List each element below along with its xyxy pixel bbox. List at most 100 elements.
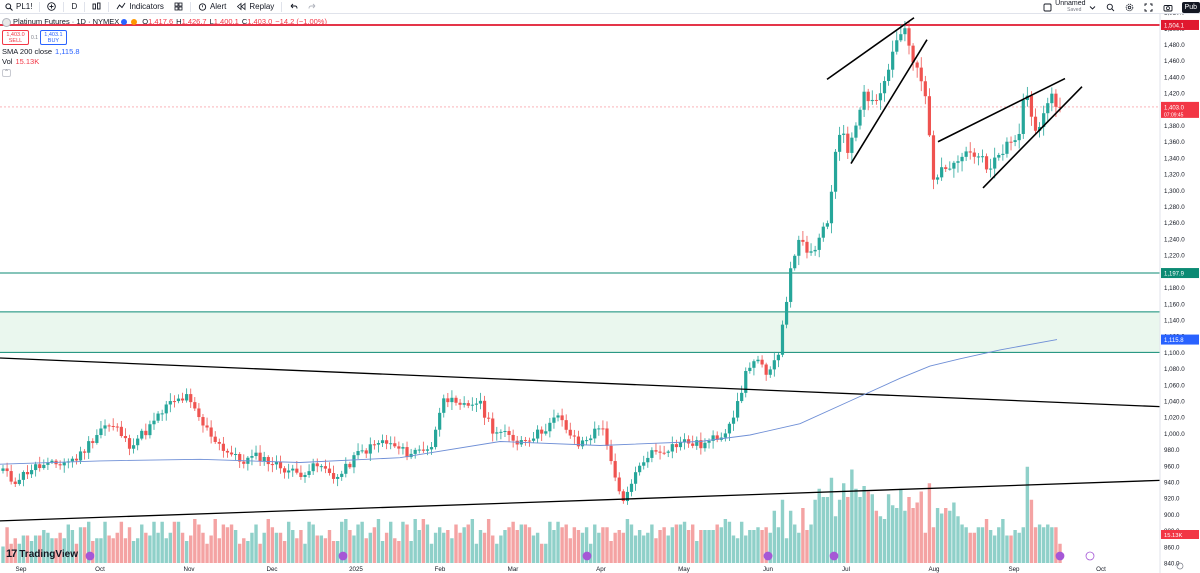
x-tick-label: Apr (596, 566, 606, 573)
candle (780, 324, 785, 355)
volume-bar (556, 521, 560, 563)
candle (711, 435, 715, 441)
event-marker-icon[interactable] (1055, 551, 1065, 561)
candle (642, 462, 646, 466)
volume-bar (295, 538, 299, 563)
fullscreen-button[interactable] (1139, 0, 1158, 14)
interval-button[interactable]: D (71, 2, 78, 11)
buy-button[interactable]: 1,403.1 BUY (39, 30, 67, 45)
candle (964, 151, 968, 157)
candle (164, 404, 168, 414)
x-tick-label: Mar (508, 566, 519, 573)
event-marker-icon[interactable] (85, 551, 95, 561)
candle (274, 461, 279, 465)
undo-button[interactable] (284, 0, 303, 14)
candle (919, 67, 923, 82)
volume-bar (801, 508, 805, 563)
volume-bar (568, 538, 572, 563)
settings-button[interactable] (1120, 0, 1139, 14)
candle (1001, 153, 1005, 155)
candle (944, 167, 948, 169)
redo-button[interactable] (303, 0, 322, 14)
volume-bar (642, 535, 646, 563)
toolbar-divider (63, 1, 65, 12)
volume-bar (486, 519, 491, 563)
candle (784, 301, 789, 325)
event-marker-icon[interactable] (763, 551, 773, 561)
candle (613, 461, 617, 478)
quick-search-button[interactable] (1101, 0, 1120, 14)
candle (29, 470, 34, 475)
candle (927, 96, 932, 136)
snapshot-button[interactable] (1158, 0, 1178, 14)
replay-button[interactable]: Replay (231, 0, 279, 14)
volume-bar (797, 532, 801, 563)
volume-badge-label: 15.13K (1164, 533, 1183, 539)
x-tick-label: Sep (15, 566, 27, 573)
volume-bar (397, 541, 401, 563)
layouts-button[interactable] (169, 0, 188, 14)
candle (62, 462, 66, 466)
publish-button[interactable]: Pub (1181, 1, 1200, 13)
candle (511, 434, 515, 441)
x-tick-label: Jun (763, 566, 774, 573)
event-marker-icon[interactable] (582, 551, 592, 561)
alert-button[interactable]: Alert (193, 0, 231, 14)
sell-button[interactable]: 1,403.0 SELL (2, 30, 29, 45)
volume-bar (829, 477, 834, 563)
toolbar-divider (39, 1, 41, 12)
layout-menu[interactable]: Unnamed Saved (1038, 0, 1100, 14)
candle (340, 473, 344, 477)
chart-title[interactable]: Platinum Futures · 1D · NYMEX (13, 17, 120, 26)
y-tick-label: 1,100.0 (1164, 350, 1185, 357)
candle (421, 449, 425, 451)
volume-bar (491, 535, 495, 563)
candle (633, 472, 638, 484)
candle (136, 438, 140, 446)
volume-bar (637, 530, 642, 563)
sma-legend[interactable]: SMA 200 close 1,115.8 (2, 47, 327, 57)
volume-bar (674, 524, 679, 563)
candle (74, 458, 79, 461)
candle (495, 432, 499, 434)
volume-bar (523, 524, 528, 563)
volume-bar (944, 508, 948, 563)
volume-bar (233, 530, 238, 563)
candle (1005, 141, 1009, 154)
candle (691, 443, 695, 446)
volume-bar (511, 521, 515, 563)
y-tick-label: 1,480.0 (1164, 42, 1185, 49)
volume-bar (613, 532, 617, 563)
volume-bar (425, 524, 430, 563)
layout-icon (1043, 3, 1052, 11)
y-tick-label: 1,300.0 (1164, 188, 1185, 195)
chart-type-button[interactable] (87, 0, 106, 14)
candle (976, 156, 980, 158)
volume-bar (809, 524, 813, 563)
indicators-button[interactable]: Indicators (111, 0, 169, 14)
candle (752, 361, 756, 368)
volume-bar (776, 527, 781, 563)
event-marker-icon[interactable] (1085, 551, 1095, 561)
event-marker-icon[interactable] (829, 551, 839, 561)
collapse-legend-button[interactable]: ⌃ (2, 69, 11, 77)
candle (805, 241, 809, 253)
volume-legend[interactable]: Vol 15.13K (2, 57, 327, 67)
x-tick-label: Oct (1096, 566, 1106, 573)
high-value: 1,426.7 (181, 17, 207, 26)
symbol-search[interactable]: PL1! (0, 0, 37, 14)
volume-bar (229, 524, 234, 563)
candle (658, 451, 662, 453)
volume-bar (531, 535, 536, 563)
last-price-badge-sub: 07:09:45 (1164, 112, 1184, 118)
axis-settings-icon (1176, 562, 1184, 570)
volume-bar (393, 538, 397, 563)
compare-button[interactable] (42, 0, 61, 14)
x-tick-label: Nov (183, 566, 195, 573)
candle (1021, 100, 1025, 134)
candle (886, 69, 891, 82)
event-marker-icon[interactable] (338, 551, 348, 561)
candle (854, 125, 858, 138)
tradingview-logo[interactable]: 17 TradingView (6, 548, 78, 560)
